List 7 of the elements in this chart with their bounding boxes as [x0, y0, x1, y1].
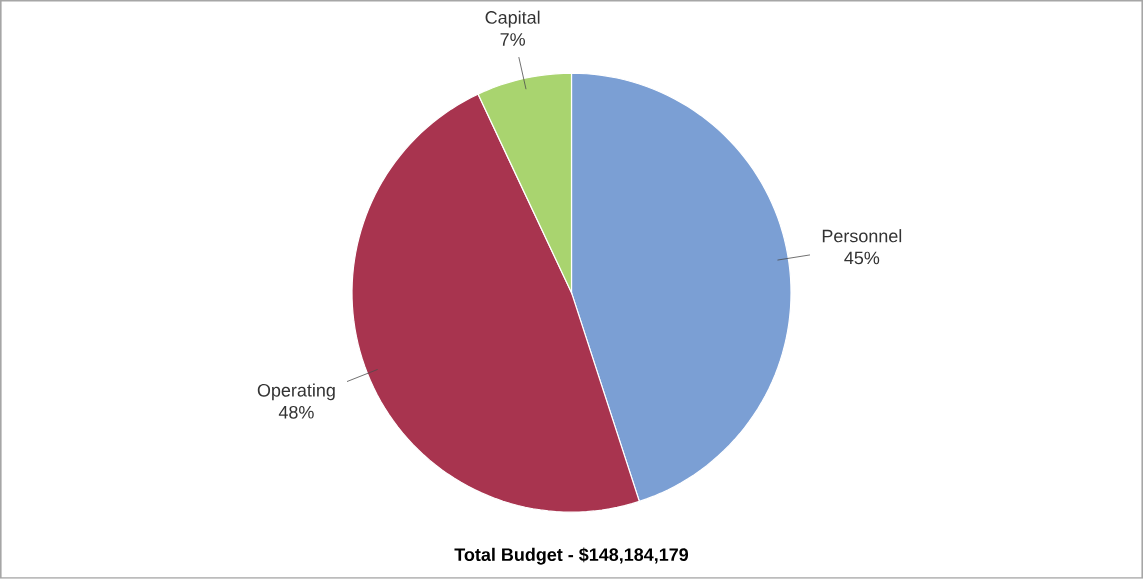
data-label: 45%	[844, 251, 880, 265]
slice-label: Personnel	[822, 229, 902, 243]
slice-label: Capital	[485, 10, 540, 28]
data-label: 7%	[500, 33, 525, 46]
data-label: 48%	[278, 405, 314, 419]
slice-label: Operating	[257, 383, 335, 401]
text: Total Budget - $148,184,179	[454, 547, 689, 565]
